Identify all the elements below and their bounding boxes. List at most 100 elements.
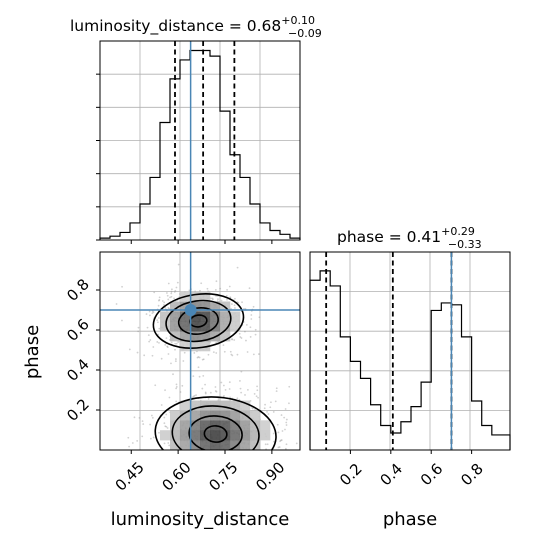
joint-sample-point [195, 394, 197, 397]
joint-sample-point [285, 424, 288, 426]
joint-sample-point [149, 423, 151, 426]
joint-sample-point [280, 439, 283, 441]
joint-sample-point [229, 454, 231, 456]
joint-density-cell [250, 440, 261, 450]
joint-density-cell [180, 311, 191, 322]
joint-sample-point [203, 469, 205, 471]
joint-density-cell [180, 410, 191, 421]
joint-sample-point [206, 473, 208, 475]
joint-sample-point [215, 352, 218, 354]
joint-sample-point [197, 356, 200, 358]
joint-sample-point [219, 459, 221, 461]
joint-ytick-label-2: 0.6 [63, 315, 93, 345]
joint-sample-point [194, 467, 196, 469]
joint-sample-point [166, 345, 169, 348]
joint-sample-point [272, 411, 275, 413]
joint-density-cell [180, 420, 191, 431]
joint-sample-point [163, 422, 166, 425]
joint-sample-point [174, 459, 176, 461]
joint-sample-point [173, 291, 176, 293]
joint-sample-point [190, 455, 192, 457]
joint-sample-point [156, 321, 159, 324]
joint-sample-point [206, 455, 208, 457]
joint-sample-point [233, 304, 236, 307]
joint-density-cell [210, 301, 221, 312]
joint-sample-point [169, 296, 171, 299]
x-axis-label-phase: phase [383, 509, 437, 530]
phase-title-sub: −0.33 [448, 238, 482, 251]
joint-sample-point [229, 296, 232, 299]
joint-sample-point [158, 296, 161, 299]
joint-sample-point [175, 385, 178, 388]
joint-density-cell [160, 430, 171, 441]
joint-density-cell [190, 331, 201, 342]
joint-sample-point [143, 354, 146, 357]
joint-density-cell [190, 420, 201, 431]
joint-sample-point [198, 474, 200, 476]
joint-sample-point [241, 469, 243, 471]
joint-sample-point [254, 328, 257, 331]
joint-sample-point [244, 394, 246, 396]
joint-frame [99, 251, 301, 451]
joint-ytick-label-1: 0.4 [63, 355, 93, 385]
joint-sample-point [207, 472, 209, 474]
joint-density-cell [200, 331, 211, 342]
joint-sample-point [231, 492, 233, 494]
joint-density-cell [220, 400, 231, 411]
joint-sample-point [194, 454, 196, 456]
joint-sample-point [168, 396, 171, 399]
joint-sample-point [217, 462, 219, 464]
joint-sample-point [165, 337, 168, 340]
x-axis-label-luminosity-distance: luminosity_distance [111, 509, 290, 530]
joint-sample-point [273, 440, 275, 443]
joint-sample-point [223, 350, 226, 353]
joint-sample-point [254, 333, 257, 336]
joint-sample-point [234, 458, 236, 460]
joint-sample-point [146, 326, 149, 329]
joint-sample-point [211, 457, 213, 459]
joint-density-cell [220, 321, 231, 332]
joint-sample-point [199, 458, 201, 460]
joint-sample-point [233, 339, 236, 341]
joint-sample-point [192, 395, 195, 398]
joint-sample-point [190, 455, 192, 457]
joint-sample-point [170, 292, 173, 295]
joint-contour-1-4 [152, 293, 245, 349]
joint-xtick-label-1: 0.60 [158, 458, 194, 494]
joint-sample-point [168, 444, 171, 447]
joint-sample-point [228, 285, 231, 288]
joint-sample-point [193, 352, 196, 354]
joint-density-cell [230, 410, 241, 421]
joint-sample-point [280, 414, 283, 416]
joint-sample-point [207, 398, 210, 400]
joint-sample-point [285, 418, 288, 421]
joint-sample-point [207, 487, 209, 489]
joint-sample-point [225, 294, 228, 297]
joint-sample-point [214, 288, 217, 291]
joint-density-cell [230, 440, 241, 450]
joint-sample-point [284, 428, 286, 431]
joint-sample-point [253, 392, 256, 395]
joint-sample-point [198, 375, 201, 378]
joint-sample-point [216, 456, 218, 458]
joint-sample-point [275, 387, 278, 390]
joint-sample-point [158, 327, 161, 330]
joint-sample-point [165, 425, 168, 428]
joint-sample-point [288, 402, 290, 405]
joint-sample-point [245, 323, 248, 326]
joint-sample-point [230, 353, 233, 356]
joint-sample-point [255, 395, 258, 398]
joint-density-cell [180, 321, 191, 332]
joint-sample-point [274, 400, 277, 403]
joint-density-cell [160, 321, 171, 332]
joint-sample-point [284, 408, 287, 410]
joint-density-cell [180, 440, 191, 450]
joint-density-cell [210, 311, 221, 322]
joint-sample-point [239, 336, 242, 338]
joint-sample-point [219, 453, 221, 455]
joint-density-cell [220, 331, 231, 342]
joint-density-cell [190, 400, 201, 411]
joint-sample-point [269, 406, 272, 409]
joint-sample-point [158, 341, 160, 344]
